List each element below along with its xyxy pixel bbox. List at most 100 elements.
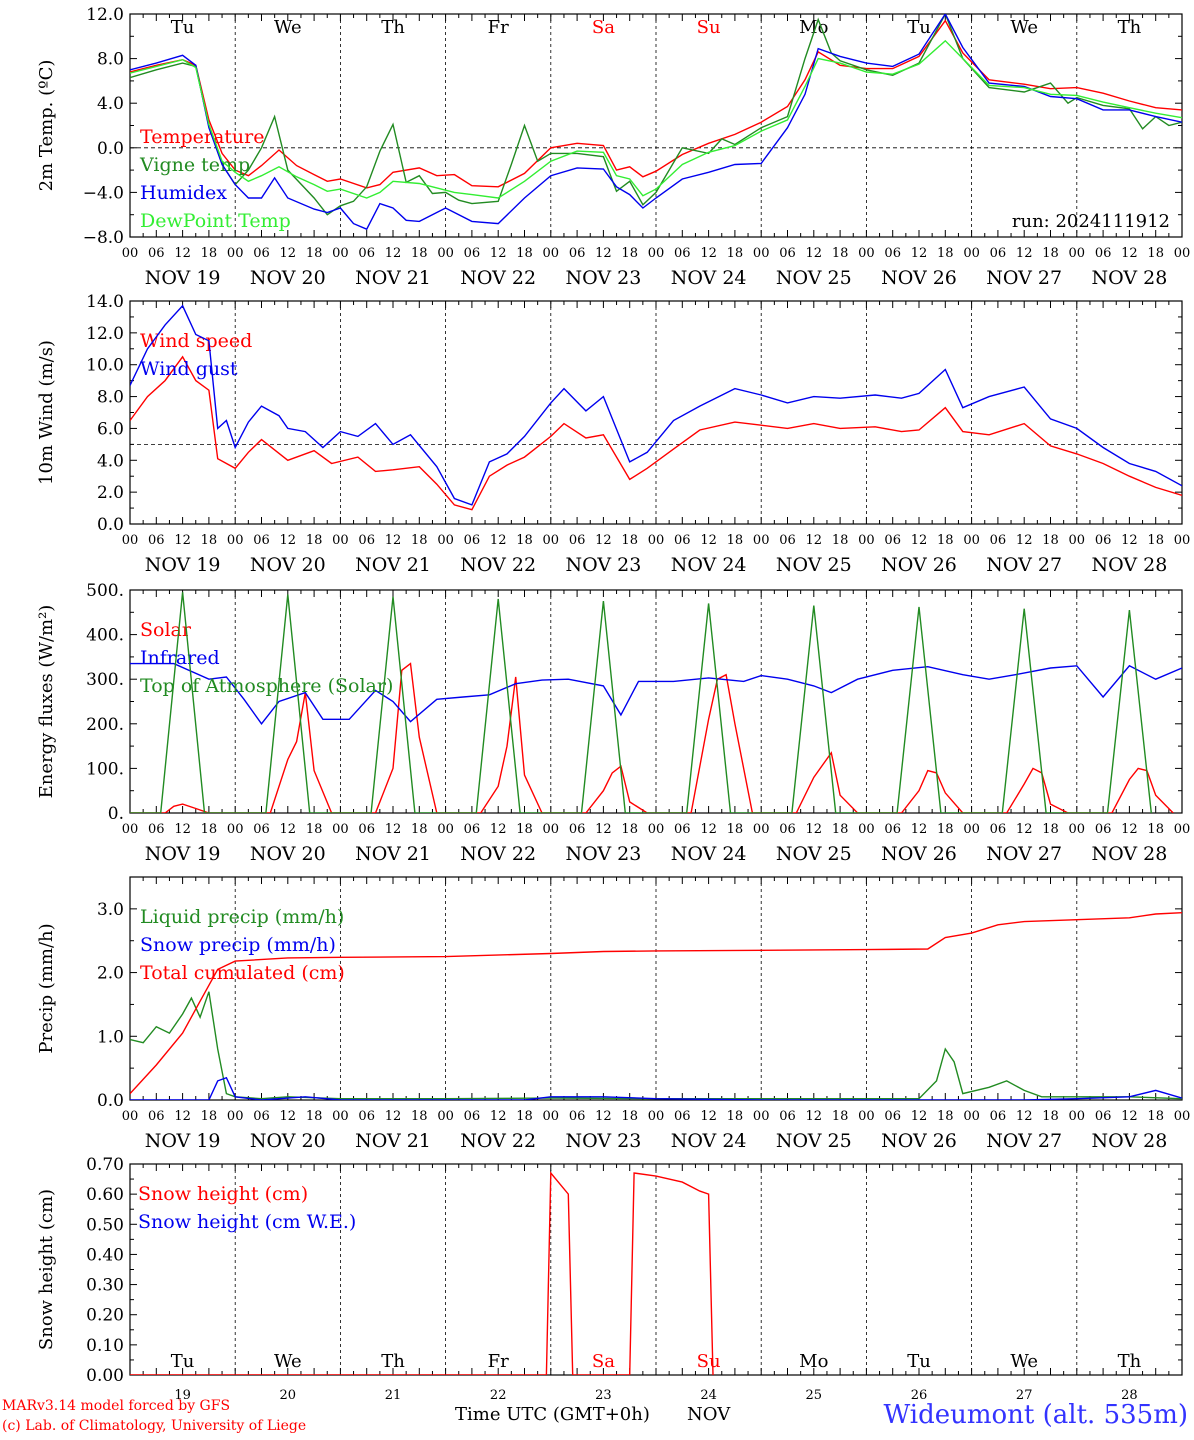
hour-tick-label: 00 [1069, 1109, 1086, 1124]
hour-tick-label: 00 [1174, 246, 1191, 261]
hour-tick-label: 18 [411, 1109, 428, 1124]
hour-tick-label: 00 [753, 822, 770, 837]
weekday-label: Th [381, 17, 405, 38]
hour-tick-label: 06 [779, 1109, 796, 1124]
y-axis-label: Precip (mm/h) [36, 923, 57, 1053]
hour-tick-label: 12 [1121, 246, 1138, 261]
hour-tick-label: 06 [569, 533, 586, 548]
day-number-label: 28 [1121, 1388, 1138, 1403]
hour-tick-label: 06 [569, 246, 586, 261]
day-number-label: 23 [595, 1388, 612, 1403]
y-tick-label: 2.0 [97, 964, 124, 984]
y-tick-label: 8.0 [97, 50, 124, 70]
day-number-label: 27 [1016, 1388, 1033, 1403]
series-line-1 [130, 662, 1174, 813]
legend-entry: Infrared [140, 647, 220, 669]
y-tick-label: 12.0 [86, 5, 124, 25]
date-label: NOV 20 [250, 843, 326, 865]
legend-entry: Snow height (cm W.E.) [138, 1211, 356, 1233]
date-label: NOV 24 [671, 1130, 747, 1152]
hour-tick-label: 18 [306, 246, 323, 261]
date-label: NOV 28 [1091, 267, 1167, 289]
weekday-label: Tu [171, 17, 195, 38]
hour-tick-label: 12 [385, 533, 402, 548]
weekday-label: Th [381, 1351, 405, 1372]
hour-tick-label: 18 [1147, 822, 1164, 837]
date-label: NOV 27 [986, 267, 1062, 289]
date-label: NOV 23 [565, 843, 641, 865]
legend-entry: Snow precip (mm/h) [140, 934, 336, 956]
date-label: NOV 21 [355, 267, 431, 289]
hour-tick-label: 12 [1016, 1109, 1033, 1124]
hour-tick-label: 18 [411, 246, 428, 261]
legend-entry: Solar [140, 619, 192, 641]
hour-tick-label: 06 [1095, 246, 1112, 261]
hour-tick-label: 00 [437, 822, 454, 837]
hour-tick-label: 00 [753, 533, 770, 548]
hour-tick-label: 00 [437, 246, 454, 261]
hour-tick-label: 18 [1042, 1109, 1059, 1124]
hour-tick-label: 12 [700, 1109, 717, 1124]
date-label: NOV 20 [250, 267, 326, 289]
y-tick-label: 0.10 [86, 1336, 124, 1356]
hour-tick-label: 12 [1121, 1109, 1138, 1124]
hour-tick-label: 00 [1069, 822, 1086, 837]
date-label: NOV 26 [881, 554, 957, 576]
hour-tick-label: 06 [884, 822, 901, 837]
date-label: NOV 24 [671, 843, 747, 865]
series-line-1 [130, 355, 1182, 511]
y-axis-label: 2m Temp. (ºC) [36, 60, 57, 192]
hour-tick-label: 06 [358, 822, 375, 837]
date-label: NOV 22 [460, 1130, 536, 1152]
hour-tick-label: 12 [385, 1109, 402, 1124]
hour-tick-label: 18 [621, 246, 638, 261]
lab-credit: (c) Lab. of Climatology, University of L… [2, 1418, 307, 1434]
hour-tick-label: 06 [148, 246, 165, 261]
weekday-label: We [274, 1351, 302, 1372]
hour-tick-label: 00 [122, 246, 139, 261]
legend-entry: Wind gust [140, 358, 238, 380]
date-label: NOV 23 [565, 554, 641, 576]
hour-tick-label: 12 [490, 246, 507, 261]
y-axis-label: Snow height (cm) [36, 1189, 57, 1350]
hour-tick-label: 06 [990, 533, 1007, 548]
y-tick-label: 2.0 [97, 483, 124, 503]
hour-tick-label: 18 [832, 1109, 849, 1124]
y-tick-label: 1.0 [97, 1027, 124, 1047]
hour-tick-label: 12 [700, 246, 717, 261]
hour-tick-label: 06 [358, 246, 375, 261]
weekday-label: Sa [592, 17, 615, 38]
hour-tick-label: 00 [437, 533, 454, 548]
hour-tick-label: 18 [201, 533, 218, 548]
weekday-label: Th [1118, 17, 1142, 38]
hour-tick-label: 12 [911, 822, 928, 837]
hour-tick-label: 18 [832, 246, 849, 261]
hour-tick-label: 18 [1147, 533, 1164, 548]
hour-tick-label: 00 [858, 533, 875, 548]
weekday-label: Fr [488, 1351, 509, 1372]
hour-tick-label: 06 [674, 533, 691, 548]
hour-tick-label: 12 [806, 1109, 823, 1124]
hour-tick-label: 18 [201, 822, 218, 837]
hour-tick-label: 00 [1069, 533, 1086, 548]
date-label: NOV 27 [986, 843, 1062, 865]
hour-tick-label: 00 [227, 533, 244, 548]
hour-tick-label: 12 [174, 1109, 191, 1124]
day-number-label: 25 [806, 1388, 823, 1403]
y-tick-label: 0.00 [86, 1366, 124, 1386]
hour-tick-label: 12 [385, 822, 402, 837]
y-tick-label: 10.0 [86, 356, 124, 376]
weekday-label: Tu [171, 1351, 195, 1372]
hour-tick-label: 18 [621, 533, 638, 548]
date-label: NOV 25 [776, 267, 852, 289]
y-tick-label: 0.20 [86, 1306, 124, 1326]
hour-tick-label: 06 [253, 1109, 270, 1124]
hour-tick-label: 00 [648, 246, 665, 261]
hour-tick-label: 00 [227, 246, 244, 261]
hour-tick-label: 06 [674, 822, 691, 837]
hour-tick-label: 12 [595, 822, 612, 837]
hour-tick-label: 12 [1121, 822, 1138, 837]
date-label: NOV 28 [1091, 1130, 1167, 1152]
hour-tick-label: 18 [937, 1109, 954, 1124]
hour-tick-label: 00 [543, 822, 560, 837]
